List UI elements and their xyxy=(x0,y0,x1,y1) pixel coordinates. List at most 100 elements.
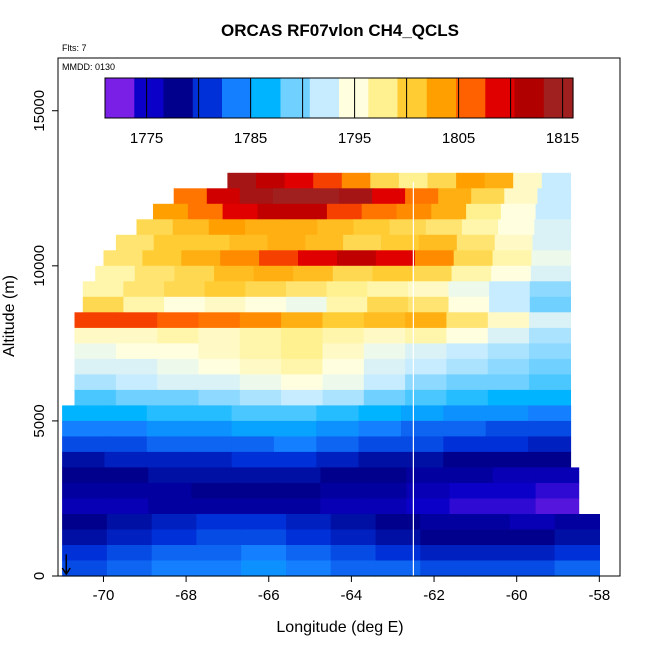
x-tick-label: -64 xyxy=(341,587,363,604)
heatmap-cell xyxy=(105,482,149,499)
heatmap-cell xyxy=(405,358,447,375)
heatmap-cell xyxy=(465,514,511,531)
heatmap-cell xyxy=(529,296,571,313)
colorbar-segment xyxy=(192,78,223,118)
heatmap-cell xyxy=(157,374,200,391)
heatmap-cell xyxy=(535,482,580,499)
heatmap-cell xyxy=(554,529,600,546)
heatmap-cell xyxy=(363,312,406,329)
heatmap-cell xyxy=(489,281,531,298)
heatmap-cell xyxy=(420,514,466,531)
heatmap-cell xyxy=(528,451,572,468)
heatmap-cell xyxy=(74,374,117,391)
heatmap-cell xyxy=(322,312,365,329)
heatmap-cell xyxy=(146,436,190,453)
heatmap-cell xyxy=(406,467,451,484)
heatmap-cell xyxy=(191,234,231,251)
heatmap-cell xyxy=(239,327,282,344)
heatmap-cell xyxy=(363,482,407,499)
heatmap-cell xyxy=(286,514,332,531)
heatmap-cell xyxy=(358,451,402,468)
heatmap-cell xyxy=(273,420,317,437)
heatmap-cell xyxy=(487,358,530,375)
heatmap-cell xyxy=(363,343,406,360)
heatmap-cell xyxy=(164,296,206,313)
colorbar-tick-label: 1815 xyxy=(546,130,579,147)
heatmap-cell xyxy=(509,514,556,531)
heatmap-cell xyxy=(293,265,334,282)
heatmap-cell xyxy=(529,312,571,329)
heatmap-cell xyxy=(234,482,278,499)
heatmap-cell xyxy=(322,327,365,344)
heatmap-cell xyxy=(554,560,600,577)
heatmap-cell xyxy=(104,420,148,437)
heatmap-cell xyxy=(204,296,246,313)
heatmap-cell xyxy=(363,389,406,406)
heatmap-cell xyxy=(220,250,260,267)
heatmap-cell xyxy=(456,172,486,189)
heatmap-cell xyxy=(554,545,600,562)
colorbar-segment xyxy=(514,78,545,118)
x-tick-label: -66 xyxy=(258,587,280,604)
heatmap-cell xyxy=(313,172,343,189)
heatmap-cell xyxy=(115,389,158,406)
heatmap-cell xyxy=(461,219,499,236)
heatmap-cell xyxy=(62,482,106,499)
heatmap-cell xyxy=(492,250,533,267)
colorbar-tick-label: 1795 xyxy=(338,130,371,147)
colorbar-tick-label: 1775 xyxy=(130,130,163,147)
heatmap-cell xyxy=(115,327,158,344)
heatmap-cell xyxy=(142,250,182,267)
heatmap-cell xyxy=(229,234,268,251)
heatmap-cell xyxy=(367,281,409,298)
heatmap-cell xyxy=(74,343,117,360)
heatmap-cell xyxy=(449,467,494,484)
heatmap-cell xyxy=(103,250,143,267)
heatmap-cell xyxy=(451,265,492,282)
heatmap-cell xyxy=(273,436,317,453)
heatmap-cell xyxy=(196,560,242,577)
heatmap-cell xyxy=(106,560,153,577)
heatmap-cell xyxy=(191,482,235,499)
heatmap-cell xyxy=(509,529,556,546)
colorbar-frame xyxy=(104,77,574,119)
heatmap-cell xyxy=(82,296,124,313)
colorbar-segment xyxy=(456,78,486,118)
heatmap-cell xyxy=(115,234,155,251)
heatmap-cell xyxy=(148,467,192,484)
heatmap-cell xyxy=(420,560,466,577)
heatmap-cell xyxy=(286,281,328,298)
heatmap-cell xyxy=(231,405,275,422)
heatmap-cell xyxy=(375,529,421,546)
heatmap-cell xyxy=(320,467,364,484)
heatmap-cell xyxy=(431,203,467,220)
heatmap-cell xyxy=(115,312,158,329)
colorbar-tick-label: 1805 xyxy=(442,130,475,147)
x-axis-label: Longitude (deg E) xyxy=(276,619,403,636)
heatmap-cell xyxy=(322,358,365,375)
heatmap-cell xyxy=(320,498,364,515)
heatmap-cell xyxy=(438,188,472,205)
heatmap-cell xyxy=(443,420,487,437)
heatmap-cell xyxy=(363,327,406,344)
heatmap-cell xyxy=(231,451,275,468)
heatmap-cell xyxy=(191,467,235,484)
heatmap-cell xyxy=(498,219,535,236)
heatmap-cell xyxy=(189,451,233,468)
heatmap-cell xyxy=(530,265,571,282)
x-tick-label: -60 xyxy=(506,587,528,604)
heatmap-cell xyxy=(204,281,246,298)
heatmap-cell xyxy=(173,188,208,205)
heatmap-cell xyxy=(259,250,299,267)
heatmap-cell xyxy=(405,312,447,329)
heatmap-cell xyxy=(407,281,450,298)
heatmap-cell xyxy=(448,281,490,298)
heatmap-cell xyxy=(487,312,530,329)
heatmap-cell xyxy=(298,250,338,267)
heatmap-cell xyxy=(146,420,190,437)
heatmap-cell xyxy=(104,405,148,422)
heatmap-cell xyxy=(273,451,317,468)
heatmap-cell xyxy=(446,343,489,360)
heatmap-cell xyxy=(554,514,600,531)
heatmap-cell xyxy=(164,281,206,298)
